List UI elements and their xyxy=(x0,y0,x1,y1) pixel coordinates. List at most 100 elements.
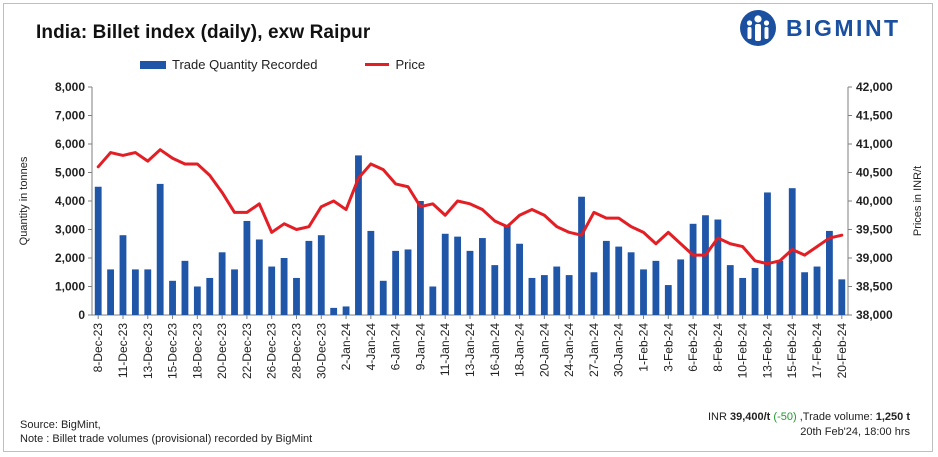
price-line xyxy=(96,148,844,266)
bar xyxy=(243,220,251,315)
bar xyxy=(268,266,276,315)
bar xyxy=(602,240,610,315)
left-tick-label: 0 xyxy=(78,308,85,322)
legend-bar-swatch xyxy=(140,60,166,69)
x-tick-label: 1-Feb-24 xyxy=(637,323,651,372)
combo-chart: 0 1,000 2,000 3,000 4,000 5,000 6,000 7,000 8,00… xyxy=(18,80,924,379)
x-tick-label: 15-Dec-23 xyxy=(166,323,180,379)
left-tick-label: 6,000 xyxy=(55,137,85,151)
right-tick-label: 38,500 xyxy=(856,280,893,294)
x-tick-label: 13-Dec-23 xyxy=(141,323,155,379)
left-tick-label: 4,000 xyxy=(55,194,85,208)
bar xyxy=(144,269,152,315)
bar xyxy=(677,259,685,315)
bar xyxy=(801,272,809,315)
bar xyxy=(379,280,387,315)
note-text: Note : Billet trade volumes (provisional… xyxy=(20,433,313,445)
x-tick-label: 10-Feb-24 xyxy=(736,323,750,379)
x-tick-label: 17-Feb-24 xyxy=(810,323,824,379)
x-tick-label: 13-Feb-24 xyxy=(760,323,774,379)
brand-wordmark: BIGMINT xyxy=(786,14,901,41)
x-tick-label: 13-Jan-24 xyxy=(463,323,477,377)
right-tick-label: 41,500 xyxy=(856,109,893,123)
right-tick-label: 39,000 xyxy=(856,251,893,265)
bar xyxy=(838,279,846,315)
x-tick-label: 16-Jan-24 xyxy=(488,323,502,377)
bar xyxy=(305,240,313,315)
bar xyxy=(231,269,238,315)
bar xyxy=(578,196,585,315)
left-tick-label: 5,000 xyxy=(55,166,85,180)
bar xyxy=(478,238,486,315)
chart-title: India: Billet index (daily), exw Raipur xyxy=(36,22,371,43)
bar xyxy=(255,239,263,315)
legend-item-bars: Trade Quantity Recorded xyxy=(140,57,317,72)
bar xyxy=(342,306,350,315)
volume-label: ,Trade volume: xyxy=(799,411,873,423)
bar xyxy=(454,236,462,315)
bar xyxy=(169,280,176,315)
bar xyxy=(751,267,759,315)
x-tick-label: 11-Dec-23 xyxy=(116,323,130,378)
timestamp: 20th Feb'24, 18:00 hrs xyxy=(800,426,910,438)
bar xyxy=(293,277,300,315)
right-tick-label: 40,500 xyxy=(856,166,893,180)
x-tick-label: 28-Dec-23 xyxy=(289,323,303,379)
bar xyxy=(355,155,362,315)
bar xyxy=(565,275,573,315)
x-tick-label: 6-Feb-24 xyxy=(686,323,700,372)
bar xyxy=(181,260,189,315)
bar xyxy=(702,215,709,315)
chart-legend: Trade Quantity Recorded Price xyxy=(140,57,473,72)
right-axis-title: Prices in INR/t xyxy=(912,166,924,236)
x-tick-label: 15-Feb-24 xyxy=(785,323,799,379)
brand-emblem-icon xyxy=(740,10,776,46)
bar-series xyxy=(94,155,846,315)
bar xyxy=(404,249,412,315)
bar xyxy=(826,230,833,315)
source-text: Source: BigMint, xyxy=(20,419,101,431)
price-change: (-50) xyxy=(773,411,797,423)
bar xyxy=(119,235,127,315)
price-line-series xyxy=(96,148,844,266)
bar xyxy=(764,192,771,315)
legend-item-line: Price xyxy=(365,57,425,72)
bar xyxy=(280,258,288,315)
axis-labels: 0 1,000 2,000 3,000 4,000 5,000 6,000 7,000 8,00… xyxy=(18,80,924,379)
left-axis-title: Quantity in tonnes xyxy=(18,156,30,245)
bar xyxy=(516,243,523,315)
legend-line-label: Price xyxy=(395,57,426,72)
bar xyxy=(94,186,102,315)
bar xyxy=(813,266,821,315)
bar xyxy=(627,252,635,315)
price-label: INR xyxy=(707,411,727,423)
x-tick-label: 27-Jan-24 xyxy=(587,323,601,377)
x-tick-label: 18-Dec-23 xyxy=(190,323,204,379)
x-tick-label: 30-Dec-23 xyxy=(314,323,328,379)
bar xyxy=(739,277,747,315)
bar xyxy=(466,250,474,315)
price-value: 39,400/t xyxy=(729,411,771,423)
bar xyxy=(788,188,796,315)
bar xyxy=(392,250,400,315)
legend-line-swatch xyxy=(365,63,390,66)
x-tick-label: 8-Feb-24 xyxy=(711,323,725,372)
x-tick-label: 4-Jan-24 xyxy=(364,323,378,371)
x-tick-label: 18-Jan-24 xyxy=(513,323,527,377)
bar xyxy=(193,286,201,315)
bar xyxy=(367,230,375,315)
x-tick-label: 2-Jan-24 xyxy=(339,323,353,371)
left-tick-label: 3,000 xyxy=(55,223,85,237)
price-summary: INR 39,400/t (-50) ,Trade volume: 1,250 … xyxy=(708,410,910,440)
bar xyxy=(441,233,449,315)
bar xyxy=(156,183,164,315)
x-tick-label: 24-Jan-24 xyxy=(562,323,576,377)
right-tick-label: 39,500 xyxy=(856,223,893,237)
bar xyxy=(689,223,697,315)
bar xyxy=(131,269,139,315)
bar xyxy=(726,265,734,315)
bar xyxy=(652,260,660,315)
right-tick-label: 38,000 xyxy=(856,308,893,322)
bar xyxy=(330,307,338,315)
legend-bars-label: Trade Quantity Recorded xyxy=(172,57,318,72)
